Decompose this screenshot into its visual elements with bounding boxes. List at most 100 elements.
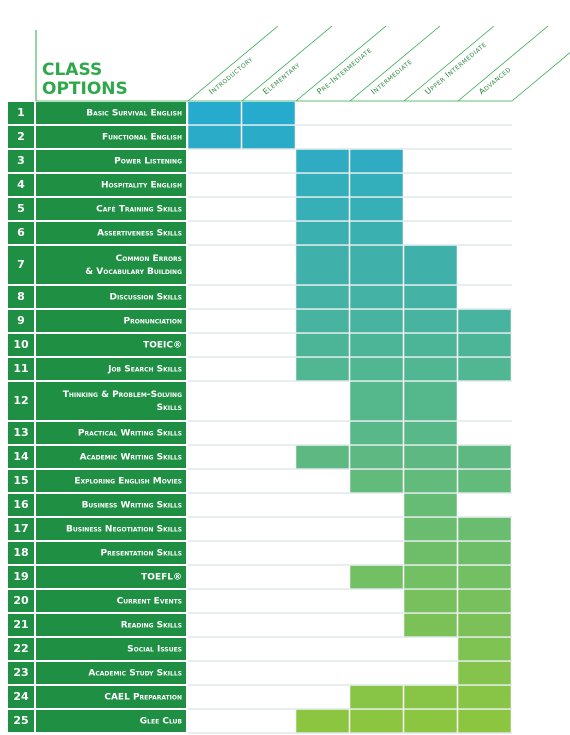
offered-cell — [349, 469, 404, 493]
empty-cell — [404, 221, 457, 245]
title-line: CLASS — [42, 60, 102, 80]
row-number-cell — [8, 494, 34, 516]
row-name-cell — [36, 198, 186, 220]
header-diagonal — [403, 25, 495, 102]
empty-cell — [242, 245, 295, 285]
offered-cell — [349, 685, 404, 709]
row-number: 10 — [13, 338, 29, 351]
offered-cell — [457, 709, 512, 733]
offered-cell — [295, 197, 350, 221]
row-name-cell — [36, 334, 186, 356]
offered-cell — [457, 333, 512, 357]
row-number: 25 — [13, 714, 28, 727]
empty-cell — [188, 421, 241, 445]
header-diagonal — [349, 25, 441, 102]
empty-cell — [458, 221, 511, 245]
empty-cell — [242, 517, 295, 541]
empty-cell — [296, 565, 349, 589]
empty-cell — [296, 661, 349, 685]
row-number-cell — [8, 246, 34, 284]
empty-cell — [242, 357, 295, 381]
header-diagonal — [187, 25, 279, 102]
row-number-cell — [8, 566, 34, 588]
row-number-cell — [8, 126, 34, 148]
empty-cell — [458, 125, 511, 149]
title-line: OPTIONS — [42, 79, 128, 99]
empty-cell — [296, 541, 349, 565]
empty-cell — [458, 197, 511, 221]
offered-cell — [295, 221, 350, 245]
offered-cell — [403, 565, 458, 589]
empty-cell — [296, 125, 349, 149]
offered-cell — [457, 589, 512, 613]
row-number-cell — [8, 662, 34, 684]
empty-cell — [350, 541, 403, 565]
level-label: Elementary — [261, 60, 302, 96]
row-name: Current Events — [117, 597, 182, 607]
row-number: 2 — [17, 130, 25, 143]
row-number: 14 — [13, 450, 29, 463]
row-name-cell — [36, 102, 186, 124]
level-label: Intermediate — [369, 57, 414, 97]
offered-cell — [295, 445, 350, 469]
row-number: 21 — [13, 618, 28, 631]
row-name-cell — [36, 590, 186, 612]
empty-cell — [242, 469, 295, 493]
empty-cell — [296, 421, 349, 445]
row-name-cell — [36, 662, 186, 684]
offered-cell — [403, 357, 458, 381]
empty-cell — [242, 613, 295, 637]
row-number: 20 — [13, 594, 29, 607]
offered-cell — [349, 197, 404, 221]
row-number-cell — [8, 382, 34, 420]
empty-cell — [404, 173, 457, 197]
empty-cell — [242, 589, 295, 613]
empty-cell — [242, 197, 295, 221]
row-name-cell — [36, 446, 186, 468]
empty-cell — [188, 685, 241, 709]
row-number: 19 — [13, 570, 28, 583]
row-number: 23 — [13, 666, 28, 679]
offered-cell — [403, 541, 458, 565]
row-name: Academic Writing Skills — [80, 453, 182, 463]
offered-cell — [349, 421, 404, 445]
offered-cell — [403, 613, 458, 637]
row-number-cell — [8, 422, 34, 444]
empty-cell — [296, 469, 349, 493]
row-number: 4 — [17, 178, 25, 191]
empty-cell — [242, 333, 295, 357]
offered-cell — [403, 709, 458, 733]
empty-cell — [404, 101, 457, 125]
row-name: Assertiveness Skills — [97, 229, 182, 239]
empty-cell — [404, 637, 457, 661]
row-name: Pronunciation — [124, 317, 183, 327]
offered-cell — [403, 445, 458, 469]
row-number: 18 — [13, 546, 28, 559]
empty-cell — [242, 709, 295, 733]
offered-cell — [403, 333, 458, 357]
empty-cell — [242, 309, 295, 333]
row-name-cell — [36, 358, 186, 380]
offered-cell — [403, 493, 458, 517]
empty-cell — [350, 661, 403, 685]
row-number: 6 — [17, 226, 25, 239]
offered-cell — [349, 285, 404, 309]
offered-cell — [295, 149, 350, 173]
offered-cell — [349, 309, 404, 333]
row-name: Business Negotiation Skills — [66, 525, 182, 535]
row-number-cell — [8, 710, 34, 732]
row-name-cell — [36, 310, 186, 332]
empty-cell — [296, 589, 349, 613]
empty-cell — [242, 421, 295, 445]
empty-cell — [296, 637, 349, 661]
row-number-cell — [8, 542, 34, 564]
row-number-cell — [8, 286, 34, 308]
row-name-cell — [36, 150, 186, 172]
offered-cell — [349, 173, 404, 197]
empty-cell — [188, 309, 241, 333]
empty-cell — [188, 709, 241, 733]
row-number: 11 — [13, 362, 28, 375]
row-name: Business Writing Skills — [82, 501, 182, 511]
empty-cell — [350, 493, 403, 517]
